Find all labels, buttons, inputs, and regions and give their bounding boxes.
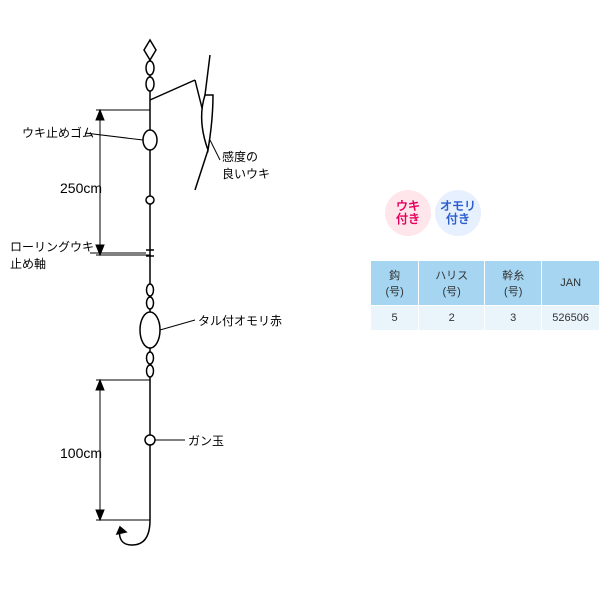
table-header-row: 鈎(号) ハリス(号) 幹糸(号) JAN [371,261,600,306]
float-icon [195,55,213,190]
th-miki: 幹糸(号) [485,261,542,306]
th-harisu: ハリス(号) [419,261,485,306]
label-100: 100cm [60,445,102,461]
taru-weight-icon [140,312,160,348]
label-uki-stop-rubber: ウキ止めゴム [22,124,94,141]
label-taru-weight: タル付オモリ赤 [198,312,282,329]
th-hook: 鈎(号) [371,261,419,306]
td-hook: 5 [371,306,419,331]
badge-group: ウキ 付き オモリ 付き [385,190,481,236]
label-250: 250cm [60,180,102,196]
td-harisu: 2 [419,306,485,331]
table-row: 5 2 3 526506 [371,306,600,331]
spec-table: 鈎(号) ハリス(号) 幹糸(号) JAN 5 2 3 526506 [370,260,600,331]
label-good-float: 感度の 良いウキ [222,148,270,182]
hook-icon [117,520,150,545]
badge-uki: ウキ 付き [385,190,431,236]
td-jan: 526506 [542,306,600,331]
label-rolling-stop: ローリングウキ 止め軸 [10,238,94,272]
badge-uki-line2: 付き [396,213,420,226]
badge-omori: オモリ 付き [435,190,481,236]
td-miki: 3 [485,306,542,331]
label-gan-dama: ガン玉 [188,432,224,449]
gan-dama-icon [145,435,155,445]
th-jan: JAN [542,261,600,306]
badge-omori-line2: 付き [446,213,470,226]
